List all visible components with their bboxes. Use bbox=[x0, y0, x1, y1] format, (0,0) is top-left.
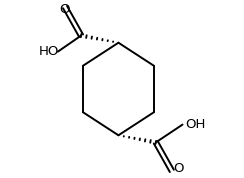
Text: O: O bbox=[59, 3, 69, 16]
Text: O: O bbox=[173, 162, 183, 175]
Text: OH: OH bbox=[185, 118, 206, 131]
Text: HO: HO bbox=[38, 45, 59, 58]
